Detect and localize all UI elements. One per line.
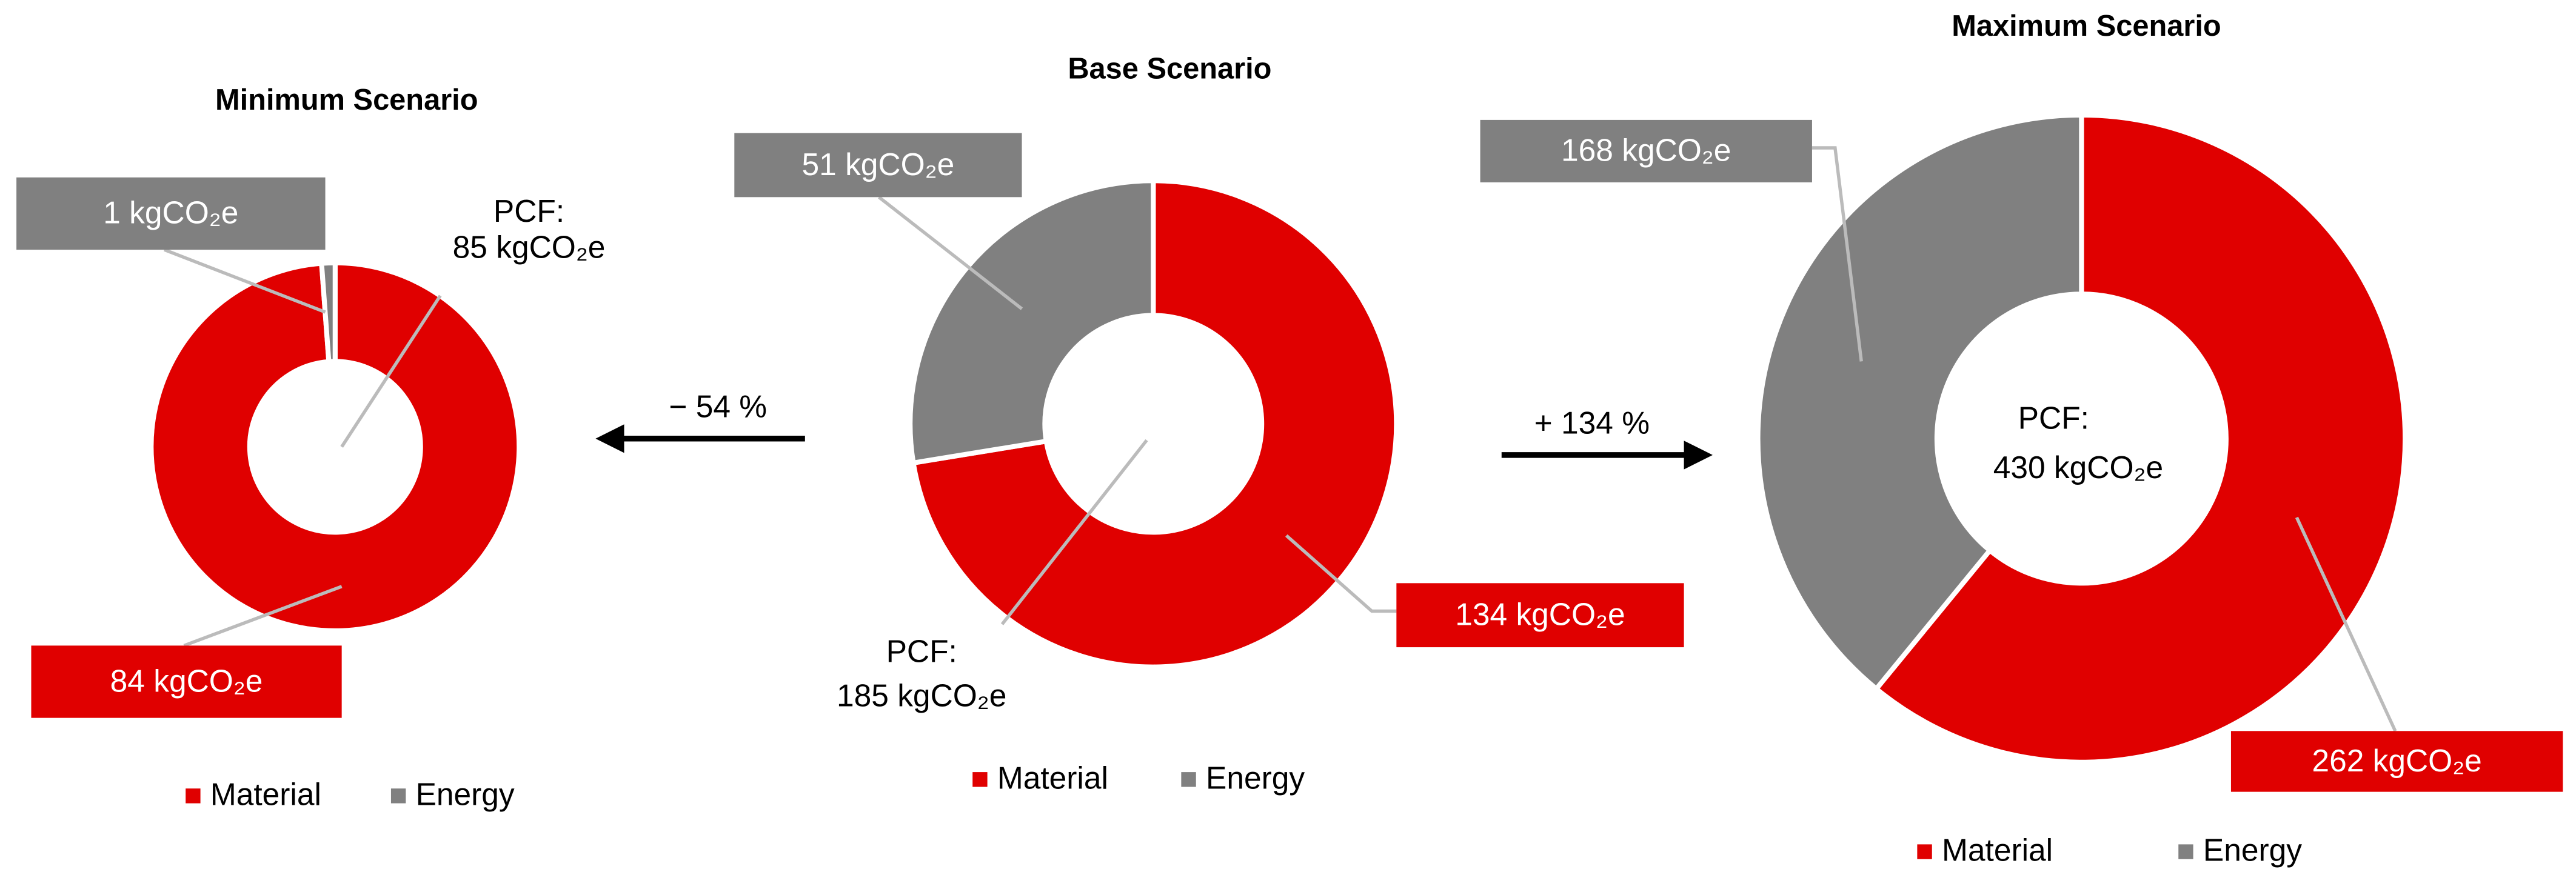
value-label: 134 kgCO₂e (1455, 597, 1625, 632)
value-label-box (1396, 583, 1684, 648)
leader-line (340, 295, 442, 448)
pcf-label: PCF: (493, 193, 564, 228)
leader-line (1000, 439, 1148, 625)
legend-label: Energy (2203, 833, 2302, 868)
value-label: 262 kgCO₂e (2312, 743, 2481, 778)
value-label: 168 kgCO₂e (1561, 133, 1731, 168)
leader-line (878, 196, 1023, 310)
donut-segment (908, 178, 1156, 466)
legend-swatch (186, 788, 201, 804)
donut-segment (149, 260, 522, 634)
chart-title: Base Scenario (1068, 52, 1271, 85)
leader-line (183, 585, 343, 647)
leader-line (1812, 146, 1863, 362)
chart-title: Minimum Scenario (215, 84, 478, 116)
value-label: 1 kgCO₂e (103, 195, 238, 230)
pcf-label: PCF: (886, 634, 957, 669)
pcf-label: PCF: (2018, 401, 2089, 436)
value-label-box (2230, 731, 2563, 792)
value-label-box (16, 177, 326, 250)
donut-segment (1755, 112, 2084, 693)
legend-swatch (2178, 844, 2193, 859)
value-label-box (734, 133, 1022, 198)
legend-swatch (390, 788, 406, 804)
value-label-box (1480, 119, 1812, 182)
chart-title: Maximum Scenario (1952, 10, 2221, 42)
legend-label: Energy (416, 776, 515, 811)
legend-label: Material (210, 776, 321, 811)
donut-segment (910, 178, 1399, 670)
legend-swatch (1917, 844, 1932, 859)
pcf-label: 85 kgCO₂e (453, 230, 606, 265)
donut-segment (319, 260, 338, 365)
value-label: 84 kgCO₂e (110, 663, 263, 698)
arrow-label: − 54 % (669, 389, 767, 424)
pcf-label: 430 kgCO₂e (1993, 450, 2163, 485)
legend-label: Material (997, 760, 1108, 795)
legend-label: Energy (1206, 760, 1305, 795)
leader-line (164, 248, 326, 314)
arrow-label: + 134 % (1534, 405, 1650, 441)
pcf-label: 185 kgCO₂e (837, 678, 1006, 713)
legend-label: Material (1942, 833, 2053, 868)
leader-line (2295, 516, 2397, 732)
value-label: 51 kgCO₂e (802, 147, 955, 182)
legend-swatch (972, 772, 988, 787)
value-label-box (31, 645, 342, 718)
donut-segment (1873, 112, 2408, 765)
leader-line (1285, 534, 1397, 613)
legend-swatch (1181, 772, 1196, 787)
